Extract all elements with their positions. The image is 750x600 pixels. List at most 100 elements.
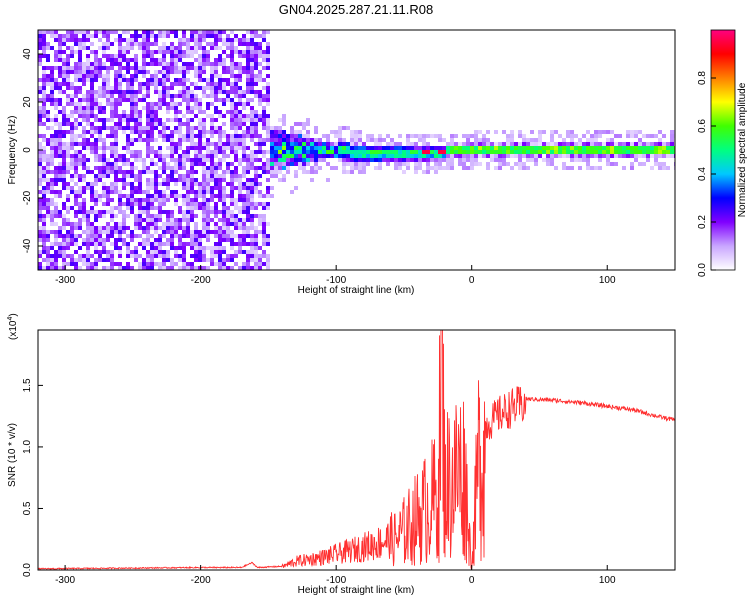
spectrogram-cell <box>290 154 294 158</box>
spectrogram-cell <box>114 54 118 58</box>
spectrogram-cell <box>206 186 210 190</box>
spectrogram-cell <box>522 146 526 150</box>
spectrogram-cell <box>442 154 446 158</box>
spectrogram-cell <box>154 198 158 202</box>
spectrogram-cell <box>86 130 90 134</box>
spectrogram-cell <box>234 170 238 174</box>
spectrogram-cell <box>82 114 86 118</box>
spectrogram-cell <box>202 30 206 34</box>
spectrogram-cell <box>282 162 286 166</box>
spectrogram-cell <box>222 154 226 158</box>
spectrogram-cell <box>138 254 142 258</box>
spectrogram-cell <box>566 146 570 150</box>
snr-x-tick-label: -100 <box>326 575 346 586</box>
spectrogram-cell <box>206 166 210 170</box>
spectrogram-cell <box>86 102 90 106</box>
spectrogram-cell <box>150 194 154 198</box>
spectrogram-cell <box>478 146 482 150</box>
spectrogram-cell <box>186 46 190 50</box>
spectrogram-cell <box>114 242 118 246</box>
spectrogram-cell <box>110 66 114 70</box>
spectrogram-cell <box>38 54 42 58</box>
spectrogram-cell <box>106 86 110 90</box>
spectrogram-cell <box>134 130 138 134</box>
spectrogram-cell <box>134 94 138 98</box>
spectrogram-cell <box>234 198 238 202</box>
spectrogram-cell <box>462 142 466 146</box>
spectrogram-cell <box>218 226 222 230</box>
spectrogram-cell <box>326 138 330 142</box>
spectrogram-cell <box>98 146 102 150</box>
spectrogram-cell <box>230 254 234 258</box>
spectrogram-cell <box>194 94 198 98</box>
spectrogram-cell <box>342 158 346 162</box>
spectrogram-cell <box>218 62 222 66</box>
spectrogram-cell <box>78 86 82 90</box>
spectrogram-cell <box>78 190 82 194</box>
spectrogram-cell <box>586 142 590 146</box>
spectrogram-cell <box>198 242 202 246</box>
spectrogram-cell <box>230 50 234 54</box>
spectrogram-cell <box>422 158 426 162</box>
spectrogram-cell <box>46 262 50 266</box>
spectrogram-cell <box>258 190 262 194</box>
spectrogram-cell <box>566 150 570 154</box>
spectrogram-cell <box>98 94 102 98</box>
spectrogram-cell <box>238 38 242 42</box>
spectrogram-cell <box>162 70 166 74</box>
spectrogram-cell <box>198 162 202 166</box>
spectrogram-cell <box>430 166 434 170</box>
spectrogram-cell <box>246 78 250 82</box>
spectrogram-cell <box>90 62 94 66</box>
spectrogram-cell <box>98 258 102 262</box>
spectrogram-cell <box>166 90 170 94</box>
spectrogram-cell <box>162 66 166 70</box>
spectrogram-cell <box>230 126 234 130</box>
spectrogram-cell <box>114 178 118 182</box>
spectrogram-cell <box>238 234 242 238</box>
spectrogram-cell <box>258 50 262 54</box>
spectrogram-cell <box>158 90 162 94</box>
spectrogram-cell <box>410 154 414 158</box>
spectrogram-cell <box>98 46 102 50</box>
spectrogram-cell <box>54 38 58 42</box>
spectrogram-cell <box>150 118 154 122</box>
spectrogram-cell <box>202 46 206 50</box>
spectrogram-cell <box>158 166 162 170</box>
spectrogram-cell <box>170 238 174 242</box>
spectrogram-cell <box>226 42 230 46</box>
spectrogram-cell <box>190 186 194 190</box>
spectrogram-cell <box>254 186 258 190</box>
spectrogram-cell <box>142 46 146 50</box>
spectrogram-cell <box>74 90 78 94</box>
spectrogram-cell <box>214 94 218 98</box>
spectrogram-cell <box>194 202 198 206</box>
spectrogram-cell <box>190 90 194 94</box>
spectrogram-cell <box>82 106 86 110</box>
spectrogram-cell <box>62 154 66 158</box>
spectrogram-cell <box>202 130 206 134</box>
spectrogram-cell <box>238 194 242 198</box>
spectrogram-cell <box>178 154 182 158</box>
spectrogram-cell <box>122 46 126 50</box>
spectrogram-cell <box>294 174 298 178</box>
spectrogram-cell <box>74 94 78 98</box>
spectrogram-cell <box>222 158 226 162</box>
spectrogram-cell <box>306 122 310 126</box>
spectrogram-cell <box>154 262 158 266</box>
spectrogram-cell <box>346 162 350 166</box>
spectrogram-cell <box>202 38 206 42</box>
spectrogram-cell <box>146 38 150 42</box>
spectrogram-cell <box>542 158 546 162</box>
spectrogram-cell <box>502 146 506 150</box>
spectrogram-cell <box>182 178 186 182</box>
spectrogram-cell <box>190 66 194 70</box>
spectrogram-cell <box>186 234 190 238</box>
spectrogram-cell <box>118 234 122 238</box>
spectrogram-cell <box>202 246 206 250</box>
spectrogram-cell <box>246 170 250 174</box>
spectrogram-cell <box>262 202 266 206</box>
spectrogram-cell <box>182 78 186 82</box>
spectrogram-cell <box>234 34 238 38</box>
spectrogram-cell <box>130 126 134 130</box>
